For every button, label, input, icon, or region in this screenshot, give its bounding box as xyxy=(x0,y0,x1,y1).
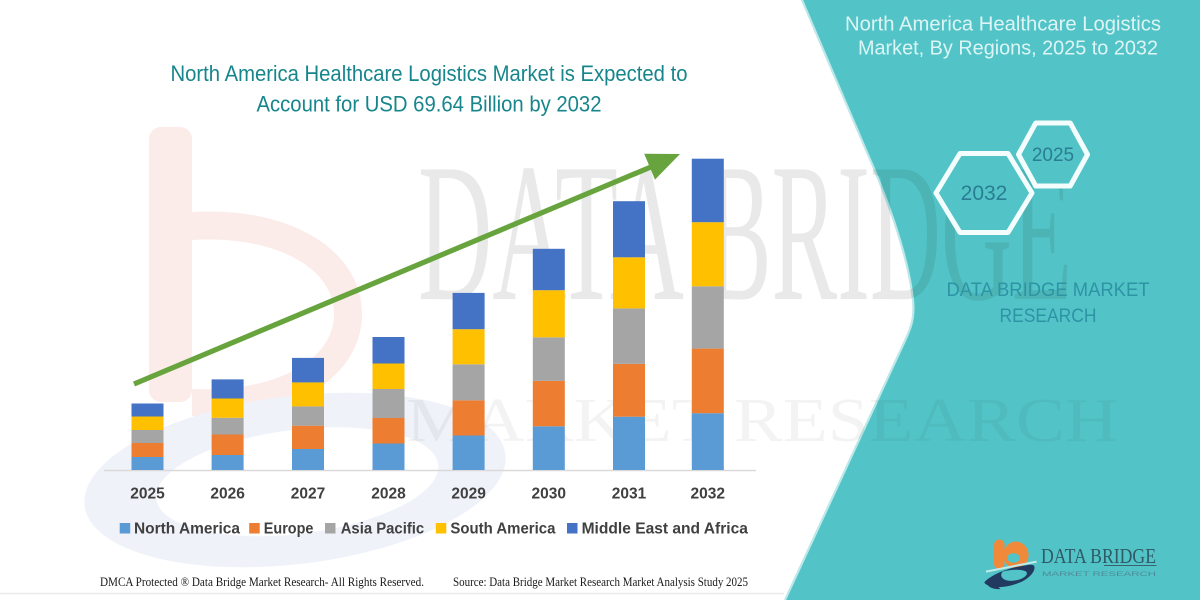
svg-text:2025: 2025 xyxy=(130,486,165,503)
svg-text:Source: Data Bridge Market Res: Source: Data Bridge Market Research Mark… xyxy=(453,575,748,589)
svg-text:DATA BRIDGE MARKET: DATA BRIDGE MARKET xyxy=(947,280,1150,301)
svg-text:2029: 2029 xyxy=(451,486,486,503)
svg-text:Asia Pacific: Asia Pacific xyxy=(341,521,425,538)
svg-text:2032: 2032 xyxy=(961,182,1008,205)
svg-text:Market, By Regions, 2025 to 20: Market, By Regions, 2025 to 2032 xyxy=(858,37,1158,60)
svg-text:North America: North America xyxy=(134,521,240,538)
svg-text:South America: South America xyxy=(450,521,555,538)
svg-text:North America Healthcare Logis: North America Healthcare Logistics Marke… xyxy=(171,61,688,86)
svg-text:Middle East and Africa: Middle East and Africa xyxy=(582,521,749,538)
svg-text:2028: 2028 xyxy=(371,486,406,503)
svg-text:MARKET RESEARCH: MARKET RESEARCH xyxy=(1042,571,1157,578)
svg-text:2027: 2027 xyxy=(291,486,325,503)
svg-text:Europe: Europe xyxy=(264,521,314,538)
svg-text:RESEARCH: RESEARCH xyxy=(1000,306,1097,327)
svg-text:2025: 2025 xyxy=(1032,145,1074,166)
svg-text:Account for USD 69.64 Billion: Account for USD 69.64 Billion by 2032 xyxy=(257,92,602,117)
svg-text:North America Healthcare Logis: North America Healthcare Logistics xyxy=(845,13,1161,36)
svg-text:DATA BRIDGE: DATA BRIDGE xyxy=(1041,544,1156,568)
svg-text:2030: 2030 xyxy=(532,486,566,503)
svg-text:DMCA Protected ® Data Bridge M: DMCA Protected ® Data Bridge Market Rese… xyxy=(100,575,424,589)
svg-text:2031: 2031 xyxy=(612,486,647,503)
svg-text:2026: 2026 xyxy=(210,486,245,503)
svg-text:MARKET RESEARCH: MARKET RESEARCH xyxy=(406,387,1118,455)
svg-text:2032: 2032 xyxy=(691,486,725,503)
